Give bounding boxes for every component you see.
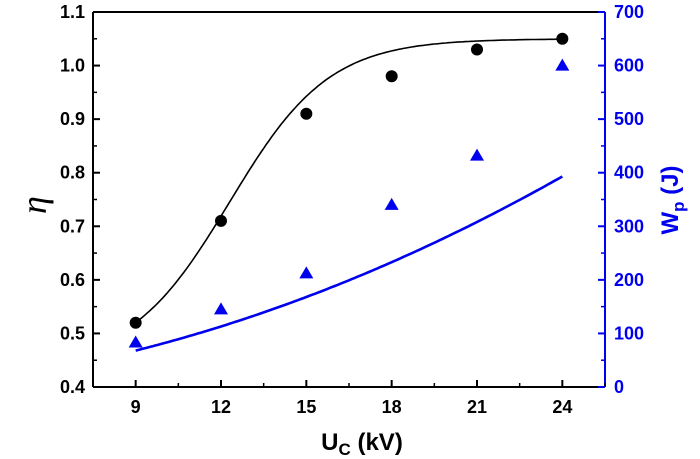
eta-point	[300, 107, 313, 120]
wp-point	[214, 302, 228, 315]
left-axis-title: η	[14, 196, 54, 214]
x-axis-title-unit: (kV)	[351, 429, 403, 456]
wp-point	[470, 148, 484, 161]
x-tick-label: 12	[211, 397, 231, 417]
plot-layer: 9 12 15 18 21 24 0.4 0.5 0.6 0.7 0.8 0.9 1.0 1.1 0 100 2…	[60, 2, 644, 417]
eta-point	[385, 70, 398, 83]
right-tick-label: 400	[614, 163, 644, 183]
eta-point	[215, 214, 227, 227]
right-axis-title-sub: p	[669, 201, 688, 211]
left-tick-label: 0.4	[60, 377, 85, 397]
left-tick-label: 0.5	[60, 323, 85, 343]
right-axis-title-unit: (J)	[657, 165, 684, 201]
wp-fit-line	[135, 175, 563, 352]
right-tick-label: 700	[614, 2, 644, 22]
wp-point	[128, 335, 143, 348]
right-axis-title-main: W	[657, 212, 684, 235]
left-tick-label: 0.8	[60, 163, 85, 183]
right-tick-label: 300	[614, 216, 644, 236]
eta-fit-line	[135, 38, 563, 324]
x-tick-label: 24	[552, 397, 572, 417]
left-tick-label: 1.0	[60, 56, 85, 76]
x-tick-label: 21	[467, 397, 487, 417]
left-tick-label: 1.1	[60, 2, 85, 22]
wp-point	[384, 197, 399, 210]
x-axis-title: UC (kV)	[321, 429, 403, 459]
right-axis-title: Wp (J)	[657, 165, 688, 234]
wp-point	[299, 266, 314, 279]
x-tick-label: 18	[382, 397, 402, 417]
left-tick-label: 0.6	[60, 270, 85, 290]
right-tick-label: 200	[614, 270, 644, 290]
eta-point	[129, 316, 142, 329]
right-tick-label: 0	[614, 377, 624, 397]
x-tick-label: 9	[131, 397, 141, 417]
right-tick-label: 500	[614, 109, 644, 129]
eta-point	[471, 43, 483, 56]
left-tick-label: 0.9	[60, 109, 85, 129]
wp-point	[555, 58, 570, 71]
x-axis-title-main: U	[321, 429, 338, 456]
right-tick-label: 100	[614, 323, 644, 343]
left-tick-label: 0.7	[60, 216, 85, 236]
x-axis-title-sub: C	[339, 440, 351, 459]
right-tick-label: 600	[614, 56, 644, 76]
x-tick-label: 15	[296, 397, 316, 417]
eta-point	[556, 32, 569, 45]
